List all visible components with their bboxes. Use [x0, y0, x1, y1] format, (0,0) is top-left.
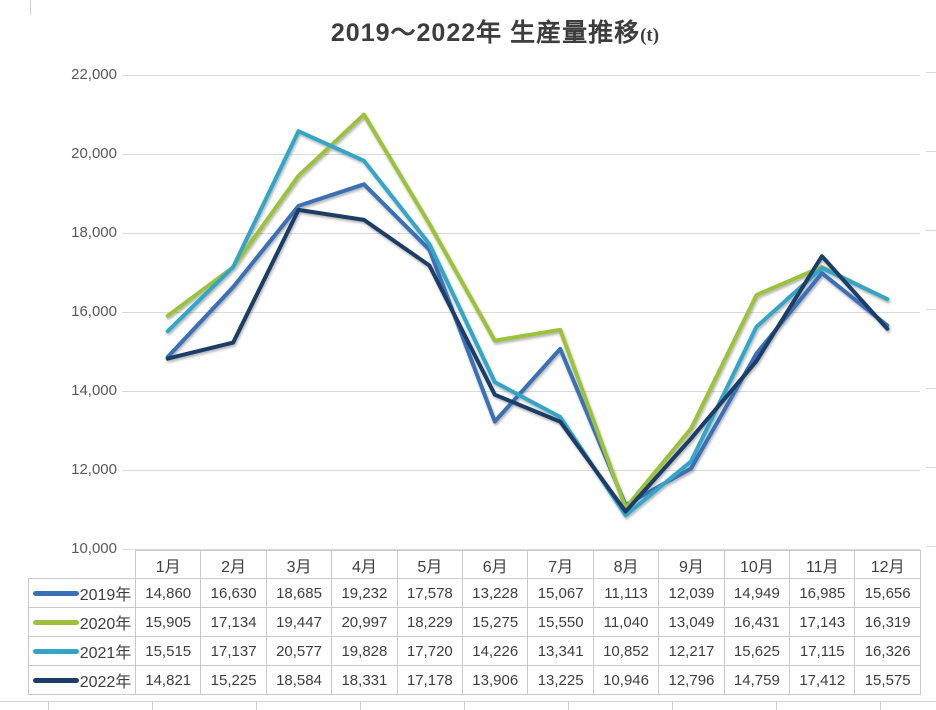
value-cell: 15,625: [723, 636, 791, 666]
value-cell: 20,577: [265, 636, 333, 666]
month-header-cell: 1月: [134, 550, 202, 579]
value-cell: 16,985: [789, 578, 856, 608]
value-cell: 17,134: [200, 607, 267, 637]
value-cell: 16,319: [854, 607, 921, 637]
value-cell: 16,326: [854, 636, 921, 666]
y-axis-tick-label: 18,000: [71, 224, 117, 241]
month-header-cell: 8月: [592, 550, 660, 579]
value-cell: 18,584: [265, 665, 333, 695]
value-cell: 19,447: [265, 607, 333, 637]
month-header-cell: 11月: [789, 550, 856, 579]
value-cell: 14,860: [134, 578, 202, 608]
value-cell: 15,067: [527, 578, 594, 608]
month-header-cell: 7月: [527, 550, 594, 579]
legend-line-swatch: [32, 619, 79, 625]
value-cell: 15,575: [854, 665, 921, 695]
value-cell: 15,656: [854, 578, 921, 608]
line-series-2022年: [165, 207, 890, 514]
y-axis-tick-label: 22,000: [71, 66, 117, 83]
value-cell: 15,905: [134, 607, 202, 637]
value-cell: 17,720: [396, 636, 464, 666]
legend-series-label: 2019年: [79, 587, 132, 604]
legend-line-swatch: [32, 677, 79, 683]
y-axis-tick-label: 16,000: [71, 303, 117, 320]
value-cell: 14,226: [462, 636, 529, 666]
value-cell: 16,431: [723, 607, 791, 637]
value-cell: 17,578: [396, 578, 464, 608]
line-series-2021年: [165, 129, 890, 518]
line-series-2020年: [165, 112, 890, 510]
month-header-cell: 2月: [200, 550, 267, 579]
value-cell: 17,412: [789, 665, 856, 695]
table-corner-cell: [29, 551, 136, 579]
value-cell: 18,229: [396, 607, 464, 637]
month-header-cell: 10月: [723, 550, 791, 579]
data-table: 1月 2月 3月 4月 5月 6月 7月 8月 9月 10月 11月 12月 2019年 14,860 16…: [28, 550, 921, 695]
month-header-cell: 5月: [396, 550, 464, 579]
line-series-2019年: [165, 182, 890, 507]
value-cell: 12,796: [658, 665, 725, 695]
value-cell: 11,113: [592, 578, 660, 608]
value-cell: 13,341: [527, 636, 594, 666]
month-header-cell: 3月: [265, 550, 333, 579]
chart-title-unit: (t): [640, 25, 660, 46]
value-cell: 12,039: [658, 578, 725, 608]
legend-series-label: 2022年: [79, 674, 132, 691]
y-axis-tick-label: 14,000: [71, 382, 117, 399]
value-cell: 19,232: [331, 578, 398, 608]
table-row-2019年: 2019年 14,860 16,630 18,685 19,232 17,578 13,22…: [28, 578, 921, 608]
value-cell: 11,040: [592, 607, 660, 637]
value-cell: 17,115: [789, 636, 856, 666]
value-cell: 13,049: [658, 607, 725, 637]
value-cell: 17,178: [396, 665, 464, 695]
value-cell: 15,275: [462, 607, 529, 637]
value-cell: 12,217: [658, 636, 725, 666]
legend-line-swatch: [32, 648, 79, 654]
month-header-cell: 6月: [462, 550, 529, 579]
y-axis-tick-label: 10,000: [71, 540, 117, 557]
legend-cell: 2022年: [28, 665, 136, 695]
legend-series-label: 2020年: [79, 616, 132, 633]
chart-title-text: 2019～2022年 生産量推移: [330, 19, 641, 47]
table-row-2022年: 2022年 14,821 15,225 18,584 18,331 17,178 13,90…: [28, 665, 921, 695]
value-cell: 16,630: [200, 578, 267, 608]
month-header-cell: 12月: [854, 550, 921, 579]
value-cell: 14,949: [723, 578, 791, 608]
data-series-lines: [165, 112, 890, 518]
value-cell: 15,515: [134, 636, 202, 666]
value-cell: 15,225: [200, 665, 267, 695]
value-cell: 14,821: [134, 665, 202, 695]
month-header-cell: 9月: [658, 550, 725, 579]
legend-cell: 2019年: [28, 578, 136, 608]
value-cell: 13,225: [527, 665, 594, 695]
gridlines: [122, 72, 936, 550]
legend-series-label: 2021年: [79, 645, 132, 662]
table-row-2021年: 2021年 15,515 17,137 20,577 19,828 17,720 14,22…: [28, 636, 921, 666]
legend-cell: 2020年: [28, 607, 136, 637]
value-cell: 17,143: [789, 607, 856, 637]
table-row-2020年: 2020年 15,905 17,134 19,447 20,997 18,229 15,27…: [28, 607, 921, 637]
chart-title: 2019～2022年 生産量推移(t): [54, 13, 936, 49]
value-cell: 19,828: [331, 636, 398, 666]
month-header-cell: 4月: [331, 550, 398, 579]
value-cell: 15,550: [527, 607, 594, 637]
value-cell: 14,759: [723, 665, 791, 695]
value-cell: 13,228: [462, 578, 529, 608]
value-cell: 13,906: [462, 665, 529, 695]
value-cell: 20,997: [331, 607, 398, 637]
table-header-row: 1月 2月 3月 4月 5月 6月 7月 8月 9月 10月 11月 12月: [29, 550, 921, 579]
y-axis-tick-label: 12,000: [71, 461, 117, 478]
legend-line-swatch: [32, 590, 79, 596]
legend-cell: 2021年: [28, 636, 136, 666]
y-axis-tick-label: 20,000: [71, 145, 117, 162]
value-cell: 10,946: [592, 665, 660, 695]
value-cell: 17,137: [200, 636, 267, 666]
value-cell: 10,852: [592, 636, 660, 666]
value-cell: 18,685: [265, 578, 333, 608]
value-cell: 18,331: [331, 665, 398, 695]
